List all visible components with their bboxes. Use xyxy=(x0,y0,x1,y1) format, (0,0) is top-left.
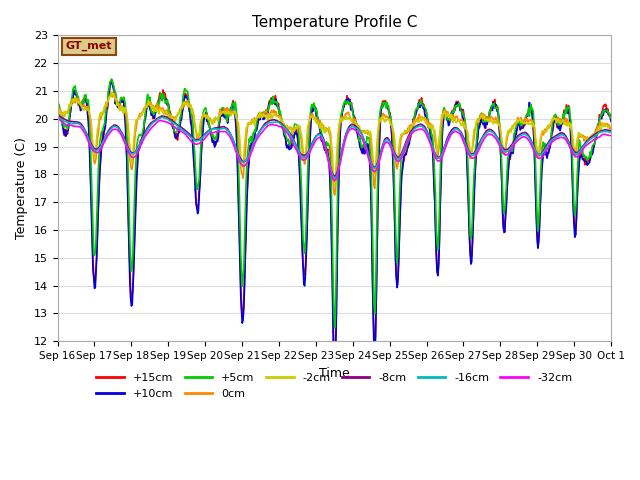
X-axis label: Time: Time xyxy=(319,367,349,380)
Y-axis label: Temperature (C): Temperature (C) xyxy=(15,137,28,239)
Title: Temperature Profile C: Temperature Profile C xyxy=(252,15,417,30)
Text: GT_met: GT_met xyxy=(66,41,113,51)
Legend: +15cm, +10cm, +5cm, 0cm, -2cm, -8cm, -16cm, -32cm: +15cm, +10cm, +5cm, 0cm, -2cm, -8cm, -16… xyxy=(92,369,577,403)
